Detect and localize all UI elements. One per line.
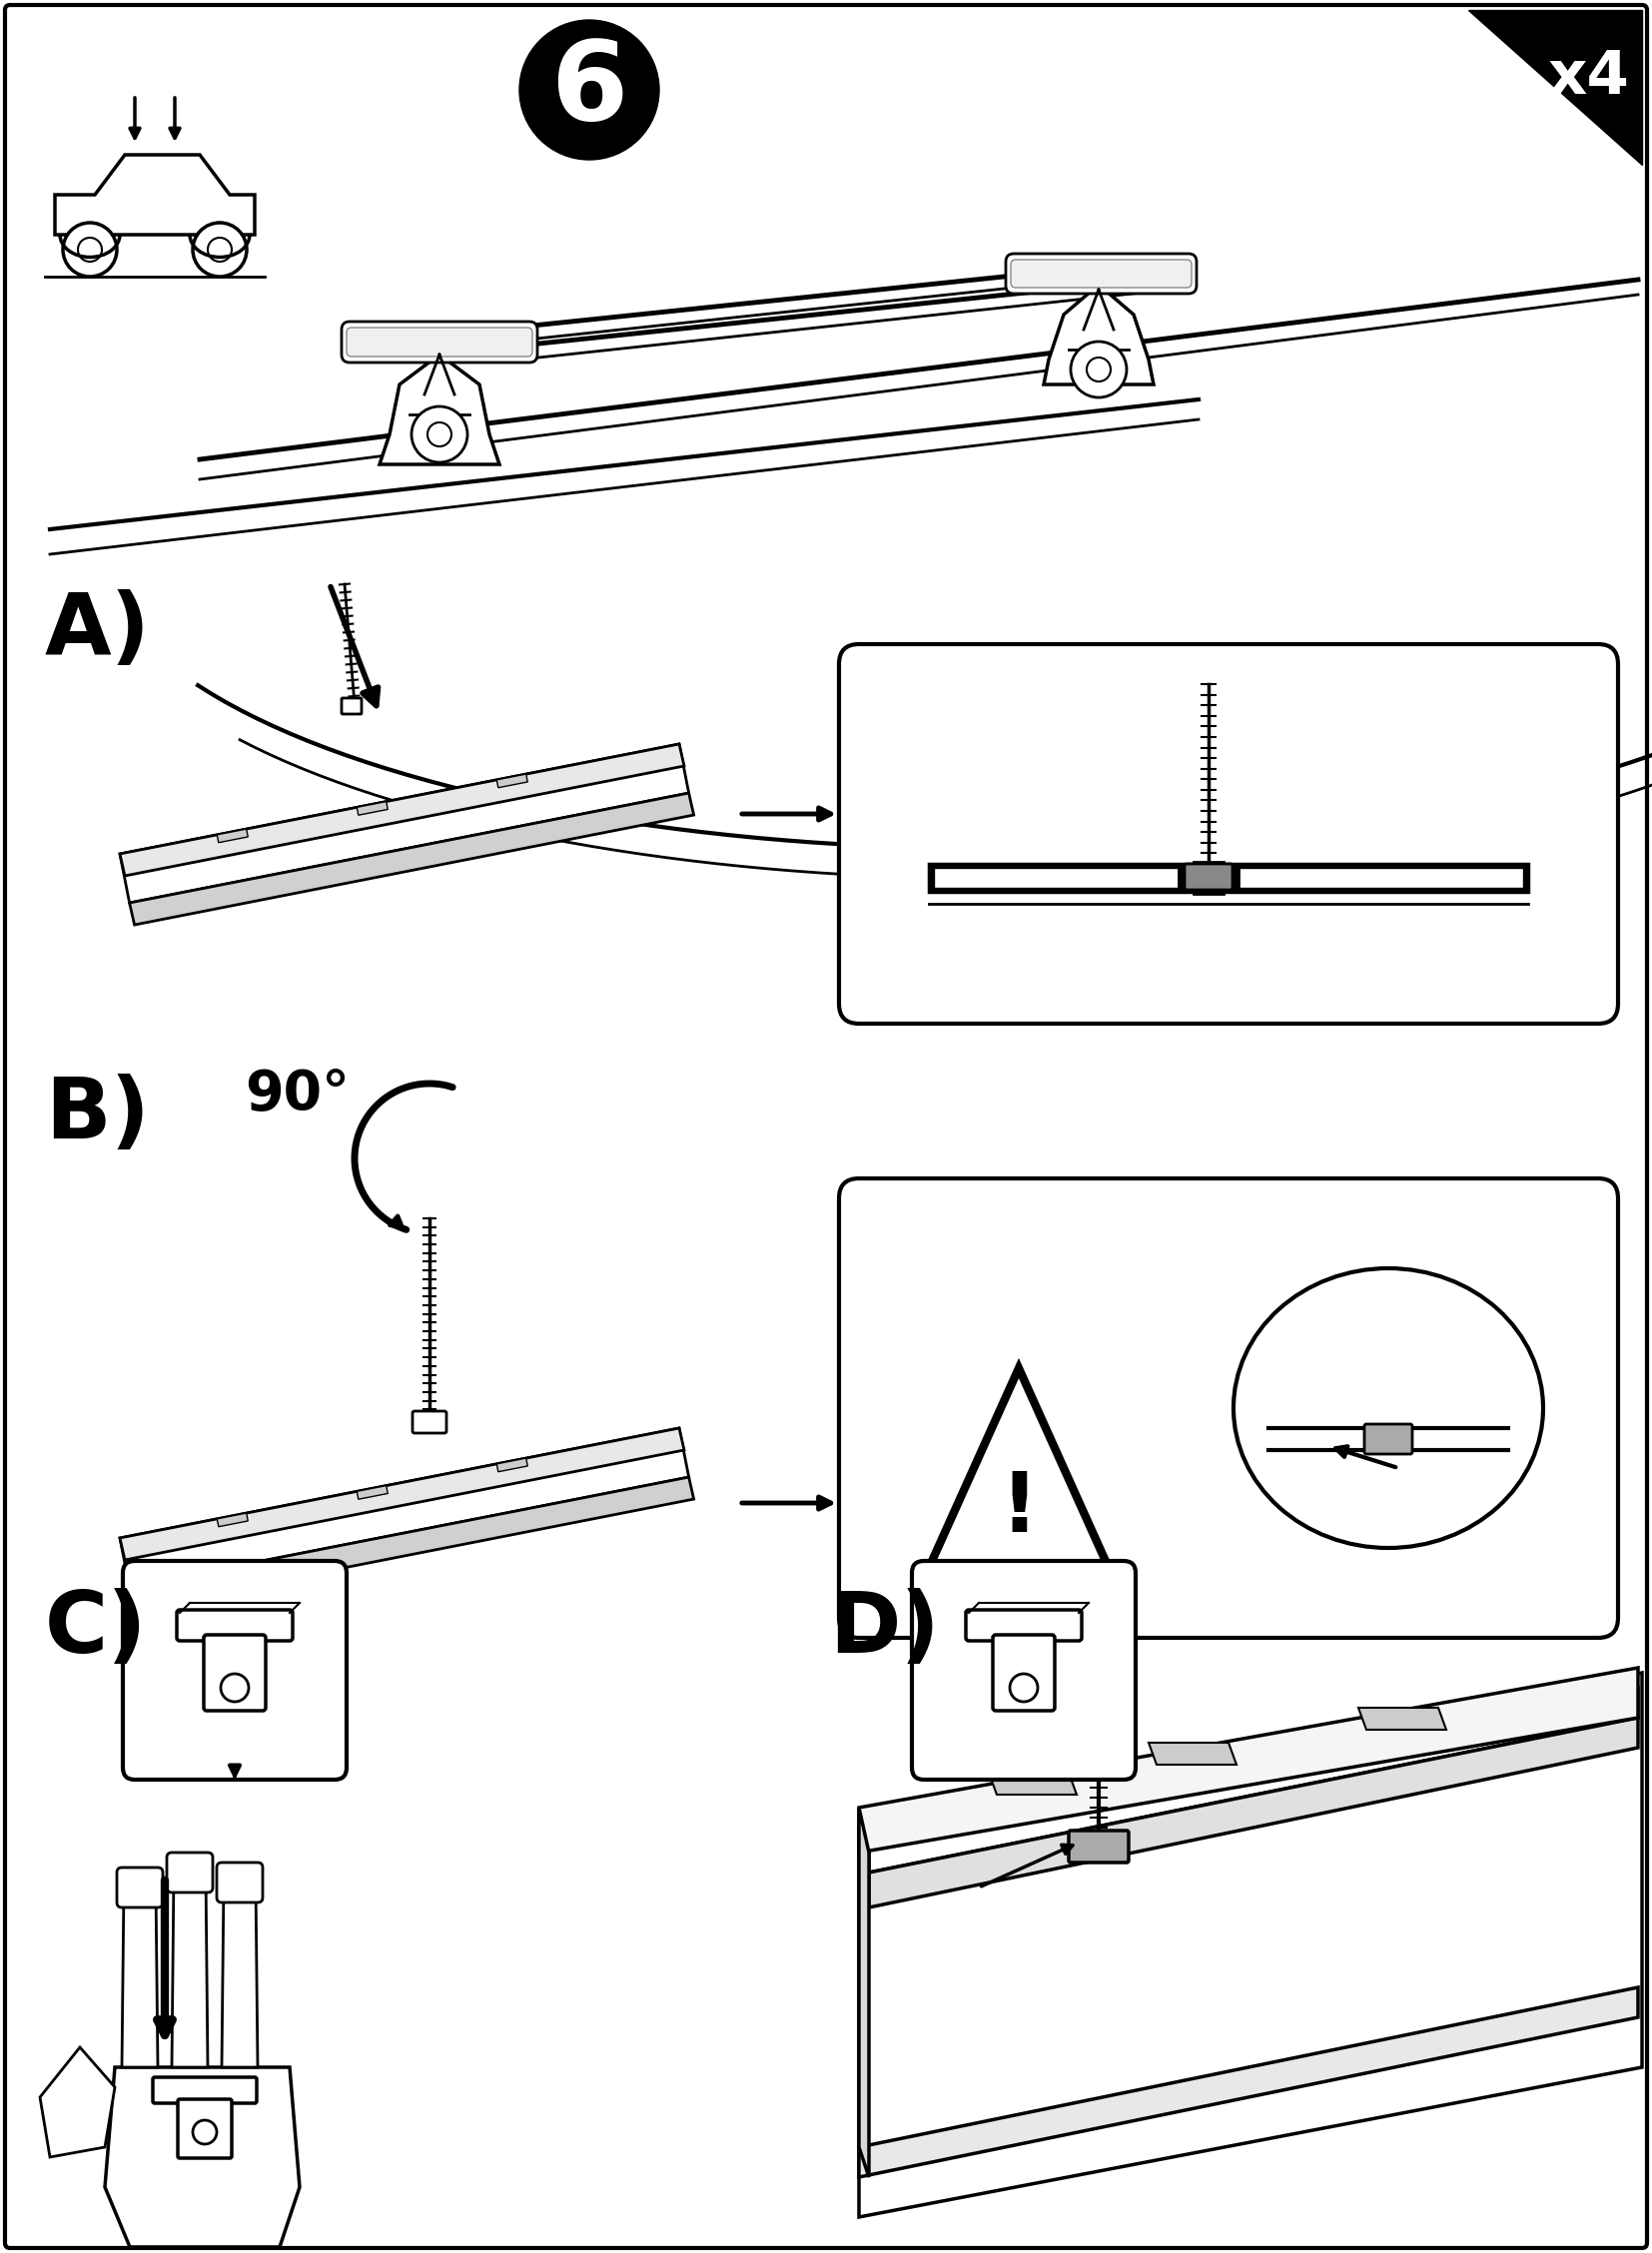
Polygon shape	[859, 1807, 869, 2176]
Circle shape	[63, 223, 117, 277]
Polygon shape	[869, 1717, 1639, 1908]
Polygon shape	[859, 1987, 1639, 2176]
Circle shape	[193, 2120, 216, 2145]
FancyBboxPatch shape	[912, 1561, 1135, 1780]
Text: B): B)	[45, 1075, 150, 1156]
Polygon shape	[121, 743, 684, 876]
Polygon shape	[990, 1773, 1077, 1796]
FancyBboxPatch shape	[1178, 867, 1239, 888]
Polygon shape	[40, 2048, 116, 2156]
Circle shape	[1009, 1674, 1037, 1701]
FancyBboxPatch shape	[347, 327, 532, 356]
FancyBboxPatch shape	[167, 1852, 213, 1893]
Polygon shape	[122, 1888, 159, 2068]
FancyBboxPatch shape	[1011, 259, 1191, 288]
Polygon shape	[104, 2068, 299, 2246]
FancyBboxPatch shape	[154, 2077, 256, 2104]
Polygon shape	[121, 1428, 689, 1586]
Polygon shape	[357, 1485, 388, 1498]
Text: D): D)	[829, 1588, 940, 1672]
FancyBboxPatch shape	[216, 1863, 263, 1902]
Circle shape	[221, 1674, 249, 1701]
Polygon shape	[129, 793, 694, 924]
Polygon shape	[928, 1368, 1108, 1568]
Text: C): C)	[45, 1588, 147, 1672]
Text: x4: x4	[1548, 47, 1629, 108]
Circle shape	[193, 223, 246, 277]
Polygon shape	[216, 829, 248, 843]
Polygon shape	[129, 1478, 694, 1609]
FancyBboxPatch shape	[1193, 863, 1224, 894]
FancyBboxPatch shape	[413, 1410, 446, 1433]
Text: !: !	[999, 1467, 1037, 1548]
Polygon shape	[859, 1667, 1639, 1852]
Polygon shape	[357, 802, 388, 816]
Circle shape	[411, 406, 468, 462]
FancyBboxPatch shape	[203, 1636, 266, 1710]
FancyBboxPatch shape	[178, 2100, 231, 2158]
FancyBboxPatch shape	[993, 1636, 1054, 1710]
Circle shape	[428, 424, 451, 446]
Polygon shape	[859, 1672, 1642, 2217]
FancyBboxPatch shape	[928, 863, 1528, 892]
Polygon shape	[869, 1687, 1639, 1872]
Text: 6: 6	[550, 36, 628, 144]
Ellipse shape	[1234, 1268, 1543, 1548]
Text: 90°: 90°	[244, 1066, 350, 1120]
FancyBboxPatch shape	[966, 1611, 1082, 1640]
FancyBboxPatch shape	[342, 698, 362, 714]
FancyBboxPatch shape	[1184, 863, 1232, 890]
Polygon shape	[221, 1884, 258, 2068]
FancyBboxPatch shape	[1069, 1829, 1128, 1863]
Text: A): A)	[45, 590, 150, 671]
FancyBboxPatch shape	[177, 1611, 292, 1640]
Circle shape	[1070, 342, 1127, 397]
FancyBboxPatch shape	[117, 1868, 164, 1908]
Polygon shape	[1469, 9, 1642, 164]
Circle shape	[519, 20, 659, 160]
Polygon shape	[380, 354, 499, 464]
Circle shape	[208, 237, 231, 261]
FancyBboxPatch shape	[1365, 1424, 1412, 1453]
Circle shape	[78, 237, 102, 261]
FancyBboxPatch shape	[122, 1561, 347, 1780]
FancyBboxPatch shape	[1006, 255, 1196, 293]
Polygon shape	[497, 1458, 527, 1471]
Polygon shape	[55, 155, 254, 234]
FancyBboxPatch shape	[839, 1178, 1617, 1638]
Circle shape	[1087, 358, 1110, 381]
Polygon shape	[1148, 1742, 1236, 1764]
FancyBboxPatch shape	[342, 322, 537, 363]
Polygon shape	[1358, 1708, 1446, 1730]
FancyBboxPatch shape	[839, 644, 1617, 1023]
Polygon shape	[1044, 284, 1153, 385]
Polygon shape	[172, 1872, 208, 2068]
Polygon shape	[497, 775, 527, 789]
FancyBboxPatch shape	[933, 867, 1523, 888]
Polygon shape	[121, 743, 689, 903]
Polygon shape	[216, 1514, 248, 1528]
Polygon shape	[121, 1428, 684, 1559]
